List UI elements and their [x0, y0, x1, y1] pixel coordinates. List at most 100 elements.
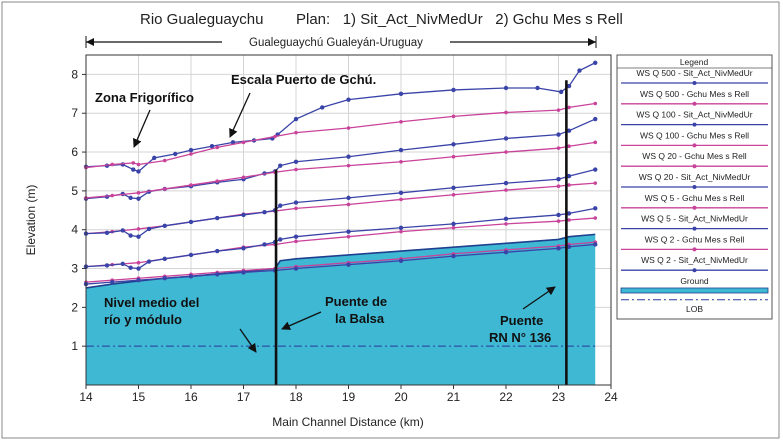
series-point	[136, 196, 141, 201]
series-point	[136, 169, 141, 174]
series-point	[346, 262, 351, 267]
series-point	[556, 246, 561, 251]
series-point	[293, 116, 299, 122]
series-point	[278, 237, 283, 242]
series-line	[85, 182, 596, 235]
annotation-puente-balsa-line2: la Balsa	[335, 311, 385, 326]
series-point	[136, 260, 141, 265]
x-tick-label: 18	[289, 390, 303, 404]
series-point	[535, 85, 540, 91]
annotation-nivel-line2: río y módulo	[104, 312, 182, 327]
series-point	[346, 97, 351, 102]
y-tick-label: 8	[71, 67, 78, 81]
series-point	[567, 144, 571, 149]
series-3	[84, 140, 598, 200]
series-point	[566, 173, 572, 179]
series-point	[503, 250, 509, 255]
series-point	[241, 212, 246, 218]
series-point	[556, 219, 561, 223]
x-tick-label: 22	[499, 390, 513, 404]
series-point	[593, 216, 598, 220]
series-point	[320, 105, 325, 110]
series-point	[128, 233, 133, 238]
series-point	[556, 146, 561, 150]
legend-swatch-marker	[692, 101, 697, 106]
series-point	[110, 193, 115, 198]
span-arrow-left-icon	[86, 38, 94, 46]
annotation-zona-arrow	[133, 109, 151, 148]
series-point	[262, 242, 267, 247]
legend-swatch-marker	[692, 143, 697, 148]
annotation-escala: Escala Puerto de Gchú.	[231, 72, 376, 87]
legend-entry-label: WS Q 20 - Sit_Act_NivMedUr	[639, 172, 751, 182]
series-line	[85, 141, 596, 199]
series-point	[131, 161, 136, 165]
series-point	[278, 203, 283, 208]
legend-entry-label: Ground	[680, 276, 709, 286]
annotation-puente-rn-line2: RN N° 136	[489, 330, 551, 345]
series-point	[189, 183, 193, 187]
series-point	[398, 258, 404, 263]
series-point	[504, 188, 508, 192]
series-point	[294, 167, 298, 172]
series-point	[593, 167, 598, 172]
series-point	[188, 274, 194, 279]
series-point	[451, 154, 456, 159]
x-tick-label: 15	[132, 390, 146, 404]
legend-entry-label: WS Q 2 - Gchu Mes s Rell	[645, 234, 745, 244]
series-point	[215, 215, 220, 221]
series-point	[593, 181, 598, 185]
series-point	[556, 108, 561, 112]
series-point	[215, 145, 220, 150]
series-layer	[83, 60, 598, 287]
series-point	[136, 266, 141, 271]
series-point	[209, 144, 215, 149]
legend-entry-label: WS Q 2 - Sit_Act_NivMedUr	[641, 255, 748, 265]
series-point	[503, 216, 509, 222]
span-label: Gualeguaychú Gualeyán-Uruguay	[249, 37, 423, 49]
legend-entry-label: WS Q 20 - Gchu Mes s Rell	[642, 151, 746, 161]
series-point	[504, 150, 508, 154]
series-point	[241, 270, 246, 275]
series-point	[556, 184, 561, 189]
series-point	[162, 187, 167, 191]
bridge-layer	[274, 80, 568, 385]
series-point	[162, 223, 167, 229]
legend-entry-label: WS Q 500 - Gchu Mes s Rell	[640, 89, 749, 99]
series-point	[556, 177, 561, 182]
series-point	[567, 183, 571, 187]
series-point	[451, 142, 456, 147]
series-point	[293, 266, 299, 271]
series-point	[136, 227, 141, 231]
series-point	[128, 265, 133, 270]
series-point	[294, 206, 298, 211]
series-point	[189, 152, 193, 156]
series-line	[85, 243, 596, 285]
series-point	[136, 234, 141, 239]
series-point	[451, 114, 456, 119]
series-point	[577, 68, 582, 73]
ground-area	[86, 234, 596, 385]
series-point	[162, 276, 167, 281]
series-point	[230, 140, 236, 145]
y-tick-label: 4	[71, 223, 78, 237]
legend-entry-label: WS Q 5 - Gchu Mes s Rell	[645, 193, 745, 203]
x-axis-label: Main Channel Distance (km)	[272, 415, 423, 429]
legend-entries: WS Q 500 - Sit_Act_NivMedUr WS Q 500 - Gc…	[620, 68, 769, 314]
series-point	[399, 159, 403, 164]
series-point	[241, 175, 246, 180]
series-point	[398, 190, 404, 196]
series-point	[293, 159, 299, 164]
series-point	[593, 101, 598, 106]
series-point	[293, 234, 299, 239]
y-tick-label: 3	[71, 262, 78, 276]
span-label-bg	[222, 35, 450, 49]
series-point	[399, 119, 403, 124]
legend-swatch-marker	[692, 164, 697, 169]
series-point	[136, 191, 141, 195]
annotation-puente-balsa-line1: Puente de	[325, 294, 387, 309]
series-point	[504, 110, 508, 115]
y-tick-label: 6	[71, 145, 78, 159]
series-point	[556, 212, 561, 218]
